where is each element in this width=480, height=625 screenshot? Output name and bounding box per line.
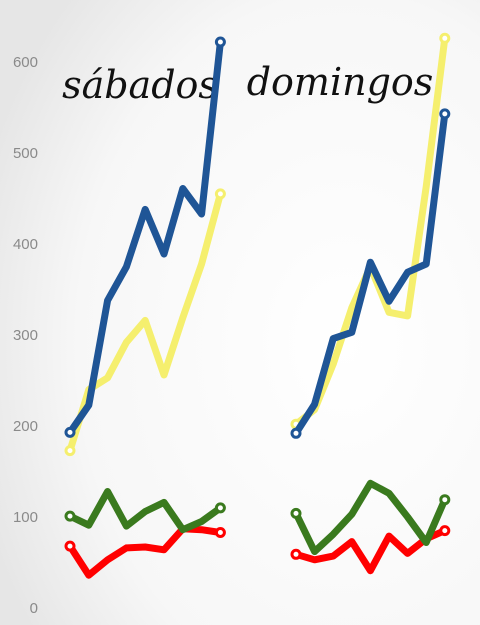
- series-line: [66, 525, 224, 579]
- data-point: [214, 188, 226, 200]
- series-line-group: [64, 488, 226, 534]
- y-tick-label: 100: [13, 509, 38, 526]
- data-point: [64, 445, 76, 457]
- series-line: [292, 110, 449, 437]
- series-line-group: [290, 479, 451, 556]
- data-point: [214, 36, 226, 48]
- panel-title: sábados: [62, 63, 218, 107]
- series-line-group: [64, 525, 226, 579]
- data-point: [290, 507, 302, 519]
- series-line: [292, 479, 449, 556]
- data-point: [64, 540, 76, 552]
- y-axis: 0 100 200 300 400 500 600: [13, 54, 38, 617]
- data-point: [439, 108, 451, 120]
- series-line: [66, 488, 224, 534]
- data-point: [214, 527, 226, 538]
- series-line-group: [64, 36, 226, 438]
- data-point: [64, 426, 76, 438]
- data-point: [64, 510, 76, 522]
- y-tick-label: 200: [13, 418, 38, 435]
- data-point: [439, 494, 451, 506]
- data-point: [439, 32, 451, 44]
- data-point: [290, 427, 302, 439]
- y-tick-label: 300: [13, 327, 38, 344]
- series-line: [66, 38, 224, 436]
- panel-1: sábados: [62, 36, 226, 579]
- data-point: [290, 548, 302, 560]
- panel-2: domingos: [247, 32, 451, 575]
- series-line-group: [290, 108, 451, 439]
- data-point: [439, 525, 451, 537]
- y-tick-label: 0: [30, 600, 38, 617]
- y-tick-label: 400: [13, 236, 38, 253]
- y-tick-label: 500: [13, 145, 38, 162]
- panel-title: domingos: [247, 60, 434, 104]
- series-line: [292, 527, 449, 575]
- series-line-group: [290, 525, 451, 575]
- panels: sábados domingos: [62, 32, 451, 579]
- y-tick-label: 600: [13, 54, 38, 71]
- data-point: [214, 502, 226, 514]
